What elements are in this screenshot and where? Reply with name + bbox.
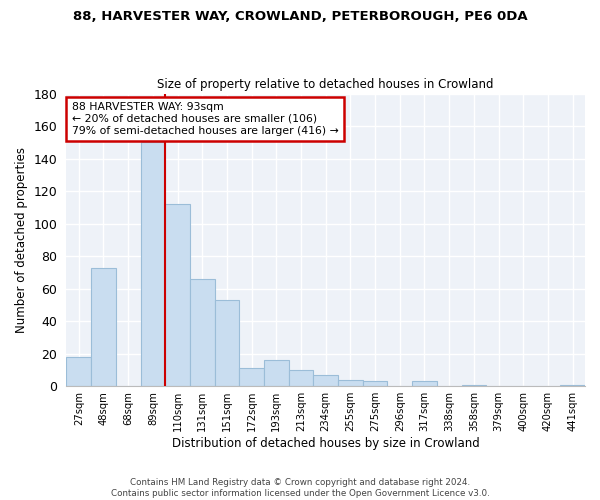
Bar [190, 279, 215, 386]
Bar [338, 380, 363, 386]
Bar [215, 300, 239, 386]
Bar [239, 368, 264, 386]
Title: Size of property relative to detached houses in Crowland: Size of property relative to detached ho… [157, 78, 494, 91]
Bar [140, 142, 165, 386]
Bar [91, 268, 116, 386]
Text: Contains HM Land Registry data © Crown copyright and database right 2024.
Contai: Contains HM Land Registry data © Crown c… [110, 478, 490, 498]
Bar [165, 204, 190, 386]
Bar [412, 382, 437, 386]
Bar [560, 384, 585, 386]
Text: 88 HARVESTER WAY: 93sqm
← 20% of detached houses are smaller (106)
79% of semi-d: 88 HARVESTER WAY: 93sqm ← 20% of detache… [71, 102, 338, 136]
Bar [264, 360, 289, 386]
Bar [461, 384, 486, 386]
Bar [363, 382, 388, 386]
Text: 88, HARVESTER WAY, CROWLAND, PETERBOROUGH, PE6 0DA: 88, HARVESTER WAY, CROWLAND, PETERBOROUG… [73, 10, 527, 23]
Bar [289, 370, 313, 386]
X-axis label: Distribution of detached houses by size in Crowland: Distribution of detached houses by size … [172, 437, 479, 450]
Bar [67, 357, 91, 386]
Bar [313, 375, 338, 386]
Y-axis label: Number of detached properties: Number of detached properties [15, 147, 28, 333]
